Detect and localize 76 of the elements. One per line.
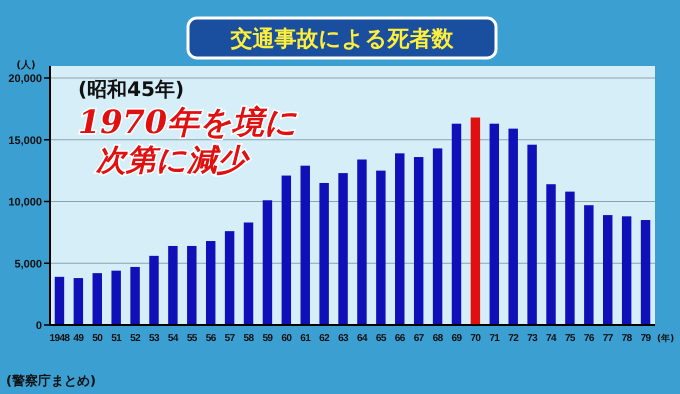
bar	[565, 192, 575, 325]
y-axis-title: (人)	[16, 59, 36, 71]
x-tick-label: 52	[130, 333, 142, 344]
bar	[603, 215, 612, 325]
x-tick-label: 72	[508, 333, 520, 344]
bar	[149, 256, 159, 325]
bar	[527, 144, 537, 325]
bar	[187, 246, 197, 325]
bar	[508, 128, 518, 325]
x-tick-label: 67	[414, 333, 425, 344]
bar	[92, 273, 102, 325]
x-tick-label: 63	[338, 333, 350, 344]
x-tick-label: 76	[584, 333, 595, 344]
x-tick-label: 64	[356, 333, 368, 344]
bar	[54, 276, 64, 325]
y-tick-label: 0	[36, 320, 42, 332]
x-tick-label: 1948	[50, 333, 70, 344]
bar	[282, 176, 292, 325]
x-tick-label: 58	[244, 333, 255, 344]
bar	[490, 124, 500, 325]
bar	[622, 216, 632, 325]
x-tick-label: 65	[376, 333, 387, 344]
x-tick-label: 74	[546, 333, 558, 344]
x-tick-label: 75	[564, 333, 576, 344]
bar	[584, 205, 594, 325]
annotation: 次第に減少	[95, 143, 251, 178]
x-tick-label: 62	[319, 333, 330, 344]
bar	[244, 222, 254, 325]
bar	[640, 220, 650, 325]
bar	[357, 160, 367, 325]
x-tick-label: 70	[470, 333, 482, 344]
x-tick-label: 61	[300, 333, 312, 344]
bar	[319, 182, 329, 325]
bar	[300, 166, 310, 325]
text: (警察庁まとめ)	[6, 373, 96, 389]
x-tick-label: 51	[111, 333, 122, 344]
bar	[395, 153, 404, 325]
bar	[338, 173, 348, 325]
x-tick-label: 73	[527, 333, 538, 344]
bar	[130, 266, 140, 325]
bar	[206, 241, 216, 325]
chart-title: 交通事故による死者数	[230, 26, 454, 52]
bar	[111, 270, 121, 325]
y-tick-label: 15,000	[8, 134, 42, 147]
x-axis-title: (年)	[657, 333, 674, 344]
x-tick-label: 77	[602, 333, 614, 344]
y-tick-label: 5,000	[14, 258, 42, 270]
bar	[224, 231, 234, 325]
x-tick-label: 49	[73, 333, 84, 344]
bar	[262, 200, 272, 325]
x-tick-label: 78	[622, 333, 633, 344]
bar	[470, 118, 480, 325]
y-tick-label: 10,000	[8, 196, 42, 208]
y-tick-label: 20,000	[8, 73, 42, 85]
x-tick-label: 68	[432, 333, 444, 344]
x-tick-label: 55	[186, 333, 198, 344]
annotation: 1970年を境に	[78, 103, 298, 141]
x-tick-label: 66	[394, 333, 406, 344]
bar	[74, 278, 84, 325]
bar	[432, 148, 442, 325]
bar	[546, 184, 556, 325]
x-tick-label: 50	[92, 333, 104, 344]
x-tick-label: 69	[452, 333, 462, 344]
annotation: (昭和45年)	[78, 77, 184, 101]
x-tick-label: 57	[224, 333, 236, 344]
x-tick-label: 54	[168, 333, 179, 344]
bar	[414, 157, 424, 325]
x-tick-label: 79	[640, 333, 652, 344]
bar	[168, 246, 178, 325]
x-tick-label: 60	[281, 333, 292, 344]
x-tick-label: 56	[206, 333, 217, 344]
x-tick-label: 71	[489, 333, 500, 344]
x-tick-label: 59	[262, 333, 274, 344]
bar	[376, 170, 386, 325]
bar	[452, 124, 462, 325]
x-tick-label: 53	[149, 333, 160, 344]
